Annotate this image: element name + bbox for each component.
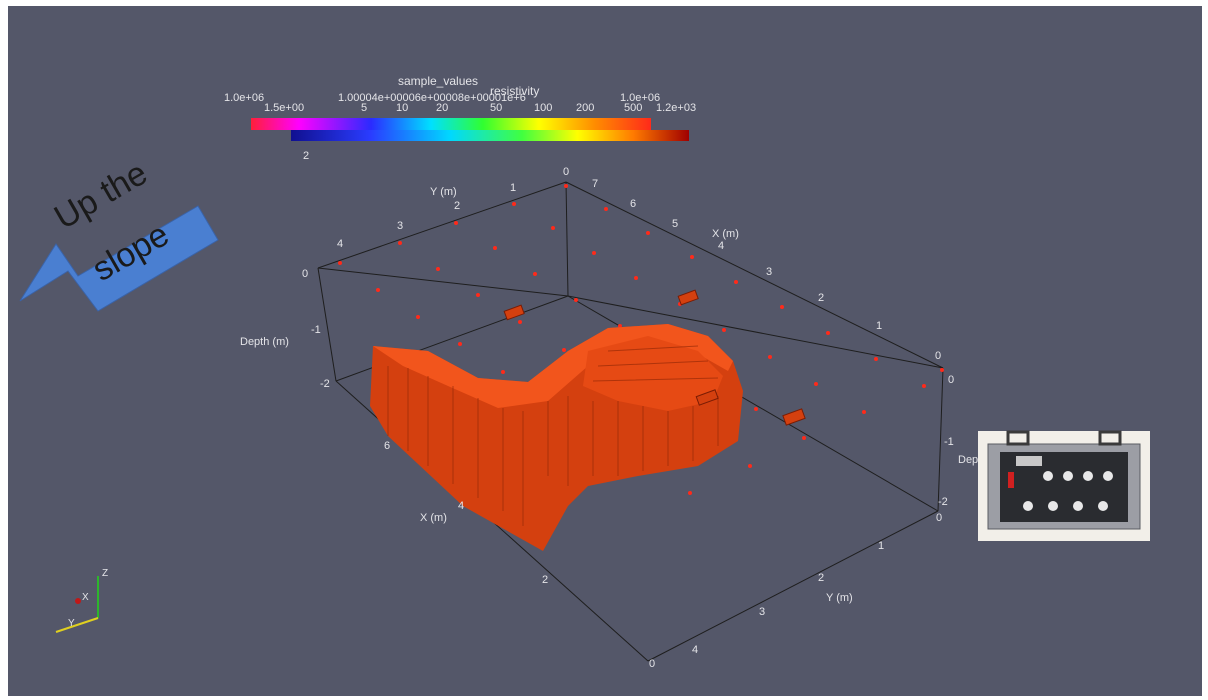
axis-tick: 3 bbox=[759, 606, 766, 618]
axis-tick: 2 bbox=[542, 574, 549, 586]
axis-tick: -1 bbox=[944, 436, 954, 448]
scalar-bar-top-gradient bbox=[251, 118, 651, 130]
scalar-bar-bottom-tick: 100 bbox=[534, 102, 553, 114]
axis-tick: 4 bbox=[692, 644, 699, 656]
axis-tick: 4 bbox=[337, 238, 344, 250]
axis-tick: 6 bbox=[384, 440, 391, 452]
axis-tick: 2 bbox=[818, 292, 825, 304]
axis-tick: 0 bbox=[563, 166, 570, 178]
axis-tick: 7 bbox=[592, 178, 599, 190]
scalar-bar-bottom-title: resistivity bbox=[490, 84, 540, 98]
depth-axis-title-right: Dep bbox=[958, 454, 979, 466]
scalar-bar-bottom-tick: 500 bbox=[624, 102, 643, 114]
scalar-bar-bottom-tick: 20 bbox=[436, 102, 449, 114]
axis-tick: 0 bbox=[935, 350, 942, 362]
axis-tick: 0 bbox=[936, 512, 943, 524]
scalar-bar-bottom-min: 1.5e+00 bbox=[264, 102, 305, 114]
axis-tick: 1 bbox=[510, 182, 517, 194]
axis-tick: 2 bbox=[818, 572, 825, 584]
scalar-bar-bottom-max: 1.2e+03 bbox=[656, 102, 697, 114]
orientation-x-label: X bbox=[82, 592, 89, 603]
axis-tick: 3 bbox=[397, 220, 404, 232]
axis-tick: 4 bbox=[718, 240, 725, 252]
scalar-bar-bottom-gradient bbox=[291, 130, 689, 141]
orientation-axes-glyph bbox=[55, 576, 99, 633]
anomaly-blocks bbox=[503, 289, 806, 426]
axis-tick: -2 bbox=[938, 496, 948, 508]
orientation-z-label: Z bbox=[102, 568, 109, 579]
axis-tick: 0 bbox=[948, 374, 955, 386]
orientation-y-label: Y bbox=[68, 618, 75, 629]
scalar-bar-top-mid: 1.00004e+00006e+00008e+00001e+6 bbox=[338, 92, 526, 104]
axis-tick: 2 bbox=[454, 200, 461, 212]
scene bbox=[19, 118, 1150, 662]
axis-tick: 4 bbox=[458, 500, 465, 512]
axis-tick: 5 bbox=[672, 218, 679, 230]
top-y-axis-title: Y (m) bbox=[430, 186, 457, 198]
render-viewport[interactable]: sample_values 1.0e+06 1.00004e+00006e+00… bbox=[8, 6, 1202, 696]
device-photo-graphic bbox=[978, 430, 1150, 541]
scalar-bar-bottom-tick: 5 bbox=[361, 102, 368, 114]
bottom-x-axis-title: X (m) bbox=[420, 512, 447, 524]
top-x-axis-title: X (m) bbox=[712, 228, 739, 240]
axis-tick: 3 bbox=[766, 266, 773, 278]
depth-axis-title: Depth (m) bbox=[240, 336, 289, 348]
scalar-bar-top-min: 1.0e+06 bbox=[224, 92, 265, 104]
scalar-bar-bottom-tick: 200 bbox=[576, 102, 595, 114]
scalar-bar-top-max: 1.0e+06 bbox=[620, 92, 661, 104]
bottom-y-axis-title: Y (m) bbox=[826, 592, 853, 604]
axis-tick: 6 bbox=[630, 198, 637, 210]
scalar-bar-bottom-minor: 2 bbox=[303, 150, 310, 162]
axis-tick: 1 bbox=[878, 540, 885, 552]
resistivity-body bbox=[370, 324, 743, 551]
axis-tick: 0 bbox=[649, 658, 656, 670]
up-slope-arrow bbox=[19, 205, 219, 312]
scalar-bar-bottom-tick: 10 bbox=[396, 102, 409, 114]
axis-tick: 1 bbox=[876, 320, 883, 332]
axis-tick: 0 bbox=[302, 268, 309, 280]
scalar-bar-bottom-tick: 50 bbox=[490, 102, 503, 114]
scalar-bar-top-title: sample_values bbox=[398, 74, 479, 88]
axis-tick: -2 bbox=[320, 378, 330, 390]
axis-tick: -1 bbox=[311, 324, 321, 336]
